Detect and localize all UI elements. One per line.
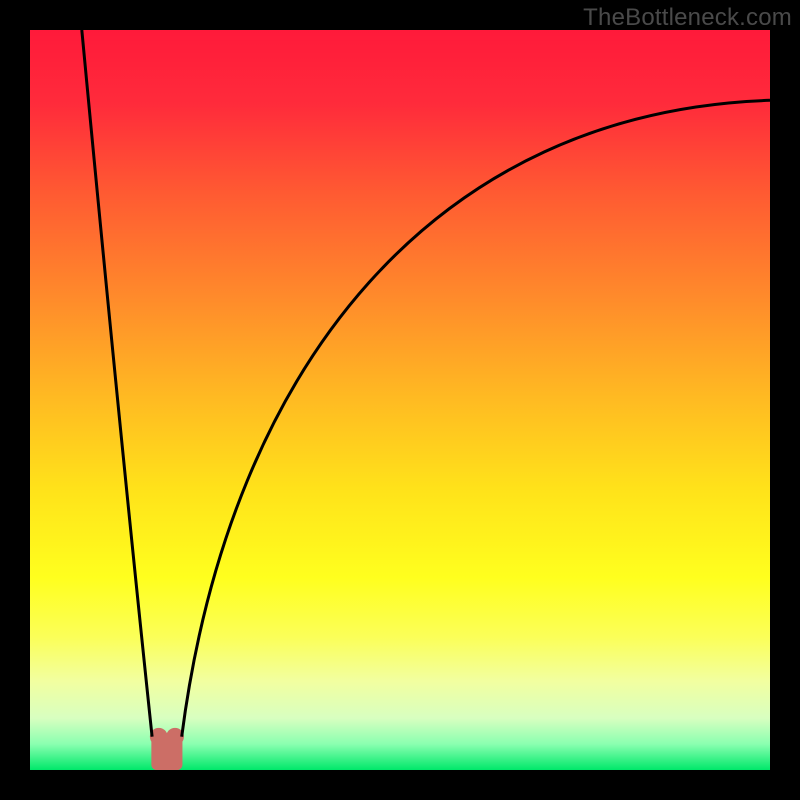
watermark-text: TheBottleneck.com (583, 4, 792, 32)
curve-right-branch (182, 100, 770, 736)
foreground-layer (0, 0, 800, 800)
chart-root: TheBottleneck.com (0, 0, 800, 800)
curve-left-branch (82, 30, 152, 737)
bottom-marker (150, 728, 184, 770)
